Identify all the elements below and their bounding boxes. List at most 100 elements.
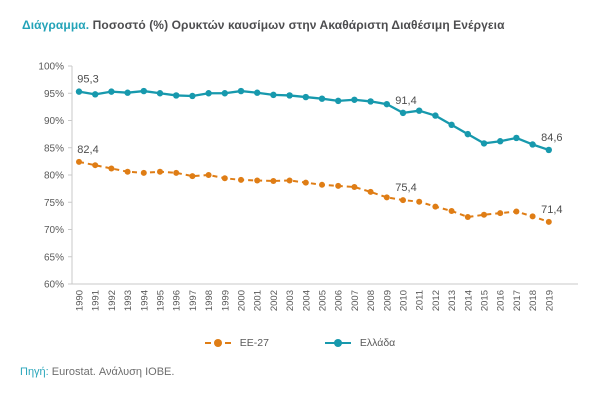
x-tick-label: 1998	[204, 290, 215, 311]
data-point-marker	[318, 95, 326, 102]
data-label: 84,6	[541, 132, 562, 144]
y-tick-label: 60%	[44, 280, 64, 291]
data-point-marker	[497, 210, 504, 217]
x-tick-label: 2007	[350, 290, 361, 311]
source-text: Eurostat. Ανάλυση ΙΟΒΕ.	[48, 366, 175, 378]
data-point-marker	[173, 169, 180, 176]
data-label: 82,4	[77, 144, 98, 156]
data-point-marker	[221, 90, 228, 97]
source-prefix: Πηγή:	[20, 366, 49, 378]
data-point-marker	[545, 146, 552, 154]
x-tick-label: 1996	[172, 290, 183, 311]
chart-area: 100% 95% 90% 85% 80% 75% 70% 65% 60% 1990 1991 1992…	[0, 52, 600, 334]
data-point-marker	[432, 203, 439, 210]
x-tick-label: 1994	[139, 290, 150, 311]
x-tick-label: 2008	[366, 290, 377, 311]
data-label: 75,4	[395, 182, 416, 194]
data-point-marker	[238, 176, 244, 183]
ee27-series-marker-icon	[204, 339, 231, 348]
data-point-marker	[383, 194, 390, 201]
data-point-marker	[124, 168, 131, 175]
x-tick-label: 2003	[285, 290, 296, 311]
y-tick-label: 90%	[44, 116, 64, 127]
x-tick-label: 2000	[237, 290, 248, 311]
data-point-marker	[399, 109, 407, 117]
data-point-marker	[416, 107, 423, 114]
x-tick-label: 2006	[334, 290, 345, 311]
data-point-marker	[189, 92, 196, 100]
data-point-marker	[140, 87, 147, 95]
y-tick-label: 85%	[44, 143, 64, 154]
data-point-marker	[286, 92, 293, 99]
page-title: Διάγραμμα. Ποσοστό (%) Ορυκτών καυσίμων …	[22, 18, 505, 32]
x-tick-label: 1992	[107, 290, 118, 311]
data-point-marker	[302, 179, 309, 186]
data-point-marker	[513, 208, 520, 215]
x-tick-label: 2004	[301, 290, 312, 311]
y-tick-label: 65%	[44, 252, 64, 263]
x-tick-label: 2009	[382, 290, 393, 311]
data-label: 95,3	[77, 74, 98, 86]
data-point-marker	[448, 207, 455, 214]
x-tick-label: 2010	[399, 290, 410, 311]
x-tick-label: 1993	[123, 290, 134, 311]
data-point-marker	[92, 91, 99, 98]
data-point-marker	[545, 218, 552, 225]
x-tick-label: 2017	[512, 290, 523, 311]
y-tick-label: 80%	[44, 171, 64, 182]
x-tick-label: 1995	[156, 290, 167, 311]
chart-legend: EE-27 Ελλάδα	[0, 337, 600, 349]
data-point-marker	[335, 182, 342, 189]
data-point-marker	[221, 175, 228, 182]
data-point-marker	[529, 213, 536, 220]
legend-item-ellada[interactable]: Ελλάδα	[324, 337, 396, 349]
data-point-marker	[173, 92, 180, 99]
data-point-marker	[351, 183, 358, 190]
data-point-marker	[270, 91, 277, 99]
legend-label-ellada: Ελλάδα	[359, 337, 396, 349]
x-tick-label: 2012	[431, 290, 442, 311]
x-tick-label: 1991	[91, 290, 102, 311]
legend-label-ee27: EE-27	[239, 337, 269, 349]
y-tick-label: 75%	[44, 198, 64, 209]
legend-item-ee27[interactable]: EE-27	[204, 337, 269, 349]
source-note: Πηγή: Eurostat. Ανάλυση ΙΟΒΕ.	[20, 366, 174, 378]
data-point-marker	[92, 162, 99, 169]
data-point-marker	[76, 158, 82, 165]
x-tick-label: 2001	[253, 290, 264, 311]
data-point-marker	[237, 87, 245, 95]
x-tick-label: 2002	[269, 290, 280, 311]
y-tick-label: 100%	[38, 62, 64, 73]
x-tick-label: 1997	[188, 290, 199, 311]
data-point-marker	[432, 112, 439, 119]
data-point-marker	[464, 130, 471, 138]
x-tick-label: 2016	[496, 290, 507, 311]
ellada-series-marker-icon	[324, 339, 351, 348]
data-point-marker	[481, 211, 487, 218]
data-point-marker	[416, 198, 423, 205]
data-point-marker	[205, 90, 212, 97]
data-point-marker	[367, 98, 374, 105]
data-point-marker	[302, 93, 309, 101]
y-tick-label: 95%	[44, 89, 64, 100]
data-point-marker	[480, 140, 488, 147]
data-point-marker	[367, 188, 374, 195]
page-title-accent: Διάγραμμα.	[22, 18, 90, 32]
data-point-marker	[383, 100, 390, 108]
data-point-marker	[254, 177, 261, 184]
series-line-Ελλάδα	[78, 89, 550, 152]
data-point-marker	[464, 213, 471, 220]
x-tick-label: 2005	[318, 290, 329, 311]
data-point-marker	[205, 172, 212, 178]
data-point-marker	[124, 89, 131, 96]
data-point-marker	[156, 90, 164, 97]
data-point-marker	[448, 121, 455, 129]
data-point-marker	[189, 173, 196, 180]
data-point-marker	[351, 96, 358, 103]
x-tick-label: 2019	[544, 290, 555, 311]
x-tick-label: 2018	[528, 290, 539, 311]
data-point-marker	[513, 134, 520, 142]
x-tick-label: 1999	[220, 290, 231, 311]
page-title-text: Ποσοστό (%) Ορυκτών καυσίμων στην Ακαθάρ…	[89, 18, 505, 32]
x-tick-label: 2013	[447, 290, 458, 311]
